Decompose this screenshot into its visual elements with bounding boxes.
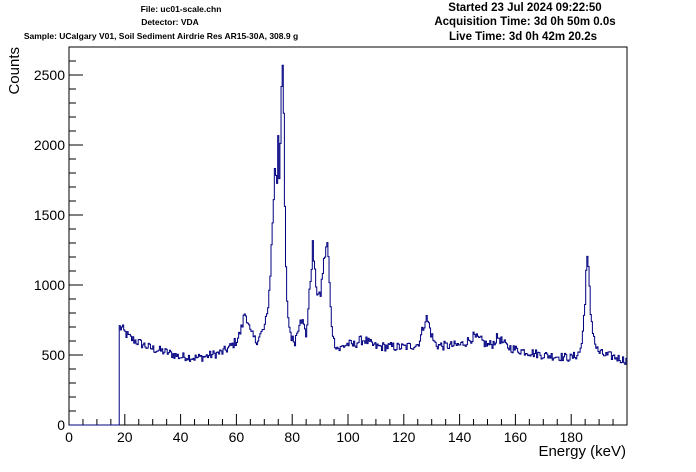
x-tick-label: 20 [117,429,133,445]
started-label: Started 23 Jul 2024 09:22:50 [448,2,602,14]
x-axis-title: Energy (keV) [538,443,626,460]
y-axis-title: Counts [6,47,23,95]
x-tick-label: 0 [65,429,73,445]
y-tick-label: 500 [42,347,66,363]
file-label: File: uc01-scale.chn [140,4,222,14]
y-axis: 0 500 1000 1500 2000 2500 [34,46,83,433]
y-tick-label: 2000 [34,137,65,153]
y-tick-label: 1500 [34,207,65,223]
y-tick-label: 1000 [34,277,65,293]
x-tick-label: 100 [336,429,360,445]
acquisition-time-label: Acquisition Time: 3d 0h 50m 0.0s [434,16,616,28]
x-tick-label: 160 [504,429,528,445]
x-tick-label: 80 [284,429,300,445]
x-tick-label: 40 [173,429,189,445]
live-time-label: Live Time: 3d 0h 42m 20.2s [448,31,598,43]
x-tick-label: 140 [448,429,472,445]
x-tick-label: 60 [229,429,245,445]
sample-label: Sample: UCalgary V01, Soil Sediment Aird… [23,31,299,41]
detector-label: Detector: VDA [141,17,199,27]
x-axis: 0 20 40 60 80 100 120 140 160 180 [65,414,628,445]
x-tick-label: 180 [560,429,584,445]
x-tick-label: 120 [392,429,416,445]
spectrum-series-line [69,64,627,426]
y-tick-label: 2500 [34,67,65,83]
y-tick-label: 0 [57,417,65,433]
plot-frame [68,46,628,426]
